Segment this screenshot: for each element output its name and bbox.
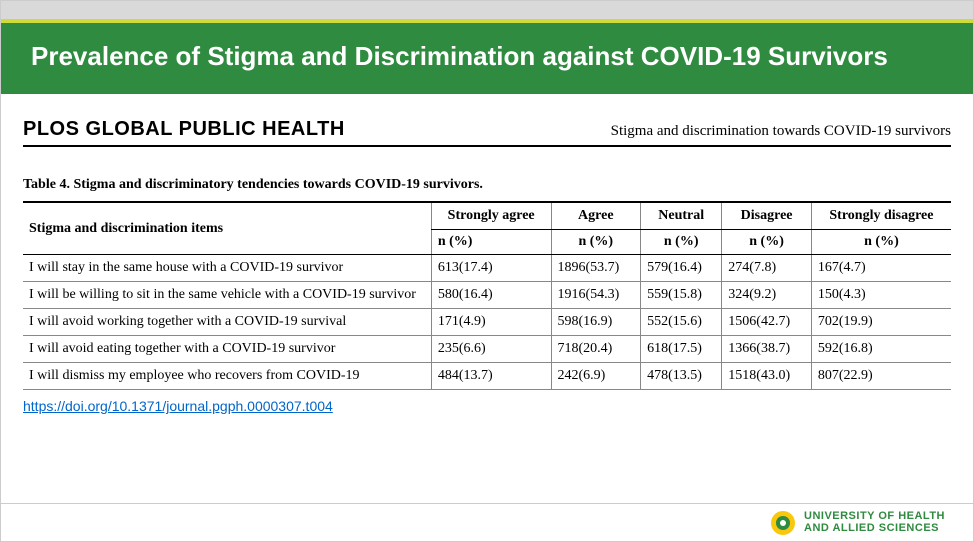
cell-value: 1518(43.0) (722, 363, 812, 390)
table-row: I will dismiss my employee who recovers … (23, 363, 951, 390)
journal-header-row: PLOS GLOBAL PUBLIC HEALTH Stigma and dis… (23, 118, 951, 147)
university-logo-icon (770, 510, 796, 536)
col-subheader: n (%) (641, 230, 722, 255)
col-subheader: n (%) (431, 230, 551, 255)
cell-value: 579(16.4) (641, 255, 722, 282)
table-row: I will avoid eating together with a COVI… (23, 336, 951, 363)
cell-value: 242(6.9) (551, 363, 641, 390)
doi-link[interactable]: https://doi.org/10.1371/journal.pgph.000… (23, 398, 333, 414)
cell-value: 807(22.9) (811, 363, 951, 390)
cell-value: 598(16.9) (551, 309, 641, 336)
university-line1: UNIVERSITY OF HEALTH (804, 511, 945, 523)
row-item: I will stay in the same house with a COV… (23, 255, 431, 282)
cell-value: 718(20.4) (551, 336, 641, 363)
slide-title: Prevalence of Stigma and Discrimination … (31, 41, 943, 72)
table-header-row: Stigma and discrimination items Strongly… (23, 202, 951, 230)
col-subheader: n (%) (551, 230, 641, 255)
cell-value: 171(4.9) (431, 309, 551, 336)
table-row: I will avoid working together with a COV… (23, 309, 951, 336)
cell-value: 1916(54.3) (551, 282, 641, 309)
cell-value: 1506(42.7) (722, 309, 812, 336)
cell-value: 324(9.2) (722, 282, 812, 309)
data-table: Stigma and discrimination items Strongly… (23, 201, 951, 390)
cell-value: 150(4.3) (811, 282, 951, 309)
row-item: I will avoid eating together with a COVI… (23, 336, 431, 363)
cell-value: 484(13.7) (431, 363, 551, 390)
cell-value: 235(6.6) (431, 336, 551, 363)
row-item: I will be willing to sit in the same veh… (23, 282, 431, 309)
col-subheader: n (%) (722, 230, 812, 255)
col-header: Agree (551, 202, 641, 230)
table-row: I will stay in the same house with a COV… (23, 255, 951, 282)
col-header: Disagree (722, 202, 812, 230)
university-line2: AND ALLIED SCIENCES (804, 523, 945, 535)
cell-value: 274(7.8) (722, 255, 812, 282)
content-area: PLOS GLOBAL PUBLIC HEALTH Stigma and dis… (1, 94, 973, 426)
cell-value: 167(4.7) (811, 255, 951, 282)
row-item: I will dismiss my employee who recovers … (23, 363, 431, 390)
cell-value: 580(16.4) (431, 282, 551, 309)
table-caption: Table 4. Stigma and discriminatory tende… (23, 177, 951, 193)
col-header: Strongly disagree (811, 202, 951, 230)
university-name: UNIVERSITY OF HEALTH AND ALLIED SCIENCES (804, 511, 945, 534)
top-gray-strip (1, 1, 973, 19)
journal-name: PLOS GLOBAL PUBLIC HEALTH (23, 118, 345, 141)
cell-value: 478(13.5) (641, 363, 722, 390)
cell-value: 613(17.4) (431, 255, 551, 282)
cell-value: 592(16.8) (811, 336, 951, 363)
col-header: Strongly agree (431, 202, 551, 230)
title-band: Prevalence of Stigma and Discrimination … (1, 23, 973, 94)
cell-value: 702(19.9) (811, 309, 951, 336)
table-row: I will be willing to sit in the same veh… (23, 282, 951, 309)
table-body: I will stay in the same house with a COV… (23, 255, 951, 390)
cell-value: 618(17.5) (641, 336, 722, 363)
col-header: Neutral (641, 202, 722, 230)
presentation-slide: Prevalence of Stigma and Discrimination … (0, 0, 974, 542)
cell-value: 1896(53.7) (551, 255, 641, 282)
cell-value: 1366(38.7) (722, 336, 812, 363)
footer-bar: UNIVERSITY OF HEALTH AND ALLIED SCIENCES (1, 503, 973, 541)
cell-value: 552(15.6) (641, 309, 722, 336)
row-header-label: Stigma and discrimination items (23, 202, 431, 255)
row-item: I will avoid working together with a COV… (23, 309, 431, 336)
col-subheader: n (%) (811, 230, 951, 255)
cell-value: 559(15.8) (641, 282, 722, 309)
journal-running-head: Stigma and discrimination towards COVID-… (611, 123, 951, 140)
